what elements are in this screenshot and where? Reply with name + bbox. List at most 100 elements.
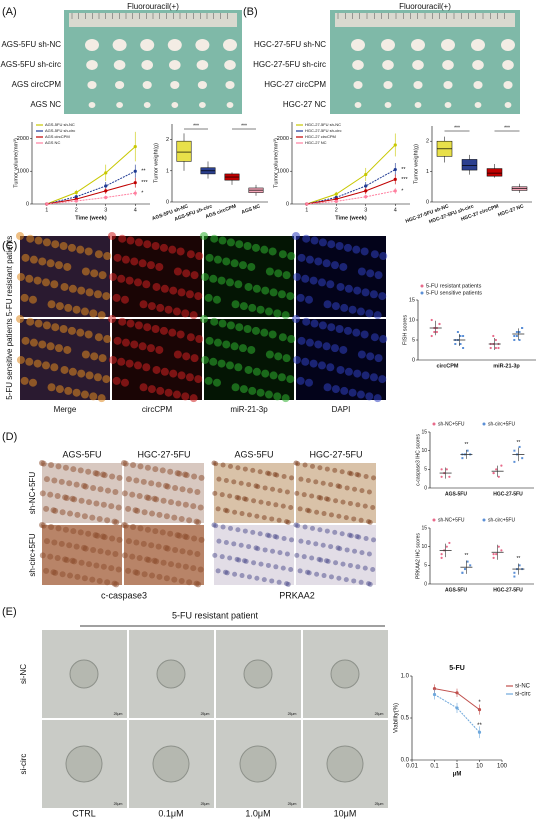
texture (25, 357, 34, 366)
texture (339, 345, 348, 354)
legend-label: 5-FU resistant patients (426, 283, 482, 289)
data-point (440, 468, 443, 471)
point (334, 199, 338, 203)
significance: ** (401, 167, 406, 173)
texture (104, 549, 111, 556)
texture (302, 317, 311, 326)
data-point (494, 346, 497, 350)
texture (134, 238, 143, 247)
texture (177, 288, 186, 297)
texture (100, 501, 107, 508)
texture (209, 357, 218, 366)
data-point (466, 449, 469, 452)
texture (252, 367, 261, 376)
y-tick-label: 0.0 (401, 758, 410, 764)
significance: ** (516, 556, 520, 562)
texture (231, 300, 240, 309)
texture (182, 269, 191, 278)
texture (172, 390, 181, 399)
texture (26, 317, 35, 326)
data-point (515, 331, 518, 333)
texture (139, 300, 148, 309)
texture (55, 525, 62, 532)
stain-label: c-caspase3 (101, 590, 147, 600)
texture (265, 350, 274, 359)
texture (219, 492, 225, 498)
y-tick-label: 2 (426, 139, 429, 145)
texture (160, 497, 167, 504)
texture (360, 330, 369, 339)
texture (140, 478, 147, 485)
texture (93, 500, 100, 507)
texture (176, 247, 185, 256)
point (74, 199, 78, 203)
texture (254, 575, 260, 581)
y-tick-label: 2 (166, 137, 169, 143)
texture (219, 554, 225, 560)
texture (212, 378, 221, 387)
point (74, 195, 78, 199)
texture (139, 383, 148, 392)
texture (326, 363, 335, 372)
texture (260, 328, 269, 337)
data-point (518, 339, 521, 341)
texture (278, 333, 287, 342)
row-label: 5-FU sensitive patients (5, 318, 14, 399)
texture (361, 371, 370, 380)
row-label: si-NC (19, 664, 28, 684)
texture (363, 473, 369, 479)
texture (169, 369, 178, 378)
data-point (492, 556, 495, 559)
texture (317, 527, 323, 533)
x-tick-label: AGS-5FU (445, 491, 467, 497)
texture (115, 566, 122, 573)
texture (94, 470, 101, 477)
texture (58, 540, 65, 547)
texture (34, 319, 43, 328)
series-line (306, 144, 396, 205)
texture (152, 282, 161, 291)
tumor (167, 39, 182, 51)
series-line (46, 182, 136, 205)
series-line (46, 170, 136, 205)
texture (171, 576, 178, 583)
legend-label: AGS circCPM (45, 134, 70, 139)
texture (115, 504, 122, 511)
legend-label: 5-FU sensitive patients (426, 290, 482, 296)
texture (274, 534, 280, 540)
texture (256, 388, 265, 397)
texture (347, 500, 353, 506)
significance: ** (141, 169, 146, 175)
texture (126, 236, 135, 245)
texture (97, 394, 106, 403)
texture (121, 255, 130, 264)
box (486, 168, 503, 177)
texture (70, 466, 77, 473)
y-axis-label: PRKAA2 IHC scores (415, 533, 421, 579)
texture (317, 278, 326, 287)
texture (164, 388, 173, 397)
tumor (412, 60, 424, 70)
texture (204, 293, 213, 302)
texture (72, 305, 81, 314)
column-label: DAPI (332, 405, 351, 414)
y-tick-label: 0 (424, 581, 427, 587)
column-label: CTRL (72, 808, 96, 818)
tumor (352, 60, 364, 70)
texture (378, 375, 387, 384)
x-tick-label: 3 (104, 207, 107, 213)
texture (97, 311, 106, 320)
texture (373, 311, 382, 320)
x-tick-label: AGS NC (241, 203, 262, 215)
data-point (500, 464, 503, 467)
tumor (501, 39, 515, 51)
x-axis-label: Time (week) (335, 215, 367, 221)
y-axis-label: Tumor volume(mm³) (273, 138, 279, 188)
point (432, 687, 437, 691)
texture (33, 359, 42, 368)
texture (209, 274, 218, 283)
texture (210, 234, 219, 243)
texture (288, 504, 294, 510)
texture (286, 375, 295, 384)
